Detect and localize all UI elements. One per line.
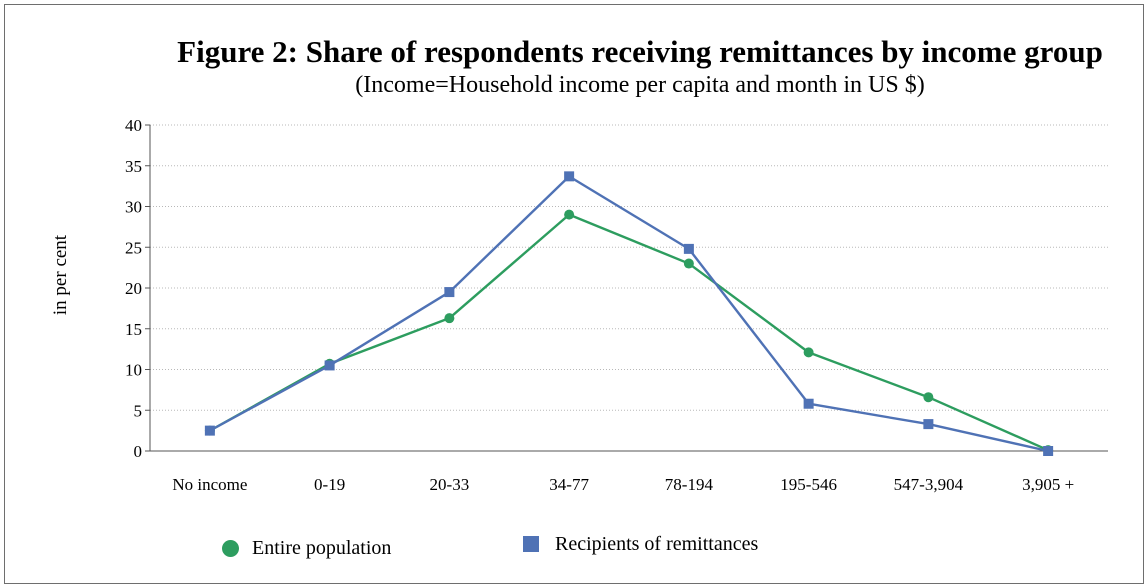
- x-tick-label-2: 20-33: [430, 475, 470, 494]
- series-1-point-4: [683, 243, 694, 254]
- series-0-point-2: [444, 313, 455, 324]
- y-tick-label-10: 10: [125, 361, 142, 380]
- y-tick-label-30: 30: [125, 198, 142, 217]
- x-tick-label-7: 3,905 +: [1022, 475, 1074, 494]
- series-line-1: [209, 175, 1049, 453]
- x-tick-label-0: No income: [172, 475, 247, 494]
- y-tick-label-15: 15: [125, 320, 142, 339]
- series-1-point-6: [923, 419, 934, 430]
- legend-label-recipients: Recipients of remittances: [555, 533, 759, 555]
- series-0-point-4: [683, 258, 694, 269]
- x-tick-label-5: 195-546: [780, 475, 837, 494]
- series-1-point-1: [324, 360, 335, 371]
- series-0-point-5: [803, 347, 814, 358]
- series-0-point-3: [564, 209, 575, 220]
- series-1-point-2: [444, 287, 455, 298]
- x-tick-label-3: 34-77: [549, 475, 589, 494]
- legend-square-marker: [523, 536, 539, 552]
- y-tick-label-0: 0: [134, 442, 143, 461]
- y-tick-label-40: 40: [125, 116, 142, 135]
- x-tick-label-1: 0-19: [314, 475, 345, 494]
- series-1-point-7: [1043, 446, 1054, 456]
- series-1-point-0: [204, 425, 215, 436]
- legend-circle-marker: [222, 540, 239, 557]
- y-tick-label-35: 35: [125, 157, 142, 176]
- series-1-point-5: [803, 398, 814, 409]
- series-0-point-6: [923, 392, 934, 403]
- y-tick-label-20: 20: [125, 279, 142, 298]
- series-1-point-3: [564, 171, 575, 182]
- x-tick-label-6: 547-3,904: [894, 475, 964, 494]
- line-chart: 0 5 10 15 20 25 30 35 40 No income 0-19 20-33 34-77 7…: [125, 116, 1108, 494]
- series-line-0: [209, 213, 1049, 452]
- chart-subtitle: (Income=Household income per capita and …: [355, 72, 925, 98]
- legend-label-entire-population: Entire population: [252, 537, 392, 559]
- y-tick-label-25: 25: [125, 238, 142, 257]
- y-tick-label-5: 5: [134, 401, 143, 420]
- chart-title: Figure 2: Share of respondents receiving…: [177, 34, 1103, 69]
- chart-frame: [4, 4, 1144, 584]
- x-tick-label-4: 78-194: [665, 475, 714, 494]
